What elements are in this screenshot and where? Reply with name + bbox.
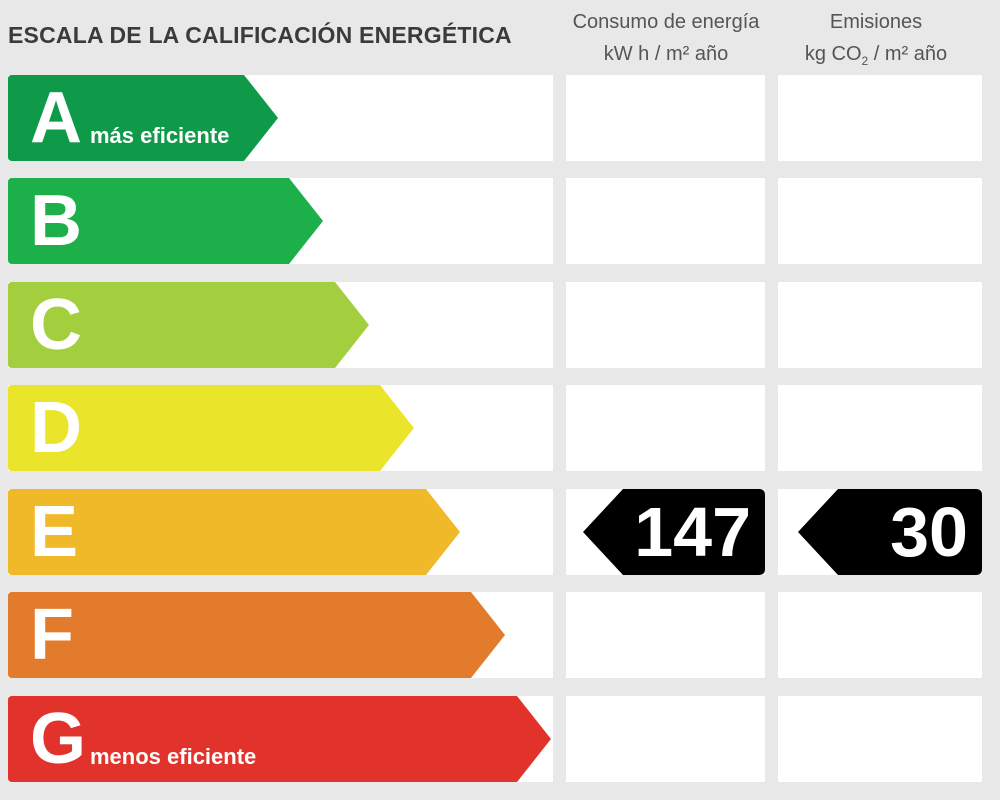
rating-row-c: C xyxy=(8,282,982,368)
emisiones-unit-pre: kg CO xyxy=(804,43,862,65)
rating-lane: E xyxy=(8,489,553,575)
emisiones-cell xyxy=(778,75,982,161)
rating-arrow-shape xyxy=(8,385,414,471)
rating-letter: A xyxy=(30,78,82,158)
consumo-header-title: Consumo de energía xyxy=(572,11,760,33)
rating-note: más eficiente xyxy=(90,123,230,148)
emisiones-unit-sub: 2 xyxy=(861,54,869,68)
page-title: ESCALA DE LA CALIFICACIÓN ENERGÉTICA xyxy=(8,22,512,48)
emisiones-value-badge: 30 xyxy=(798,489,982,575)
rating-arrow-shape xyxy=(8,282,369,368)
rating-letter: F xyxy=(30,595,74,675)
rating-row-d: D xyxy=(8,385,982,471)
emisiones-cell xyxy=(778,696,982,782)
consumo-cell xyxy=(566,178,765,264)
emisiones-header: Emisiones kg CO2 / m² año xyxy=(776,6,976,77)
rating-bar-d: D xyxy=(8,385,414,471)
rating-bar-f: F xyxy=(8,592,505,678)
rating-bar-e: E xyxy=(8,489,460,575)
rating-letter: B xyxy=(30,181,82,261)
rating-letter: D xyxy=(30,388,82,468)
emisiones-header-unit: kg CO2 / m² año xyxy=(776,38,976,77)
emisiones-cell xyxy=(778,178,982,264)
emisiones-unit-post: / m² año xyxy=(868,43,948,65)
emisiones-cell xyxy=(778,592,982,678)
rating-arrow-shape xyxy=(8,75,278,161)
emisiones-cell: 30 xyxy=(778,489,982,575)
consumo-cell xyxy=(566,592,765,678)
consumo-header-unit: kW h / m² año xyxy=(603,43,729,65)
rating-bar-b: B xyxy=(8,178,323,264)
consumo-value-badge: 147 xyxy=(583,489,765,575)
rating-arrow-shape xyxy=(8,489,460,575)
consumo-cell: 147 xyxy=(566,489,765,575)
rating-lane: C xyxy=(8,282,553,368)
rating-arrow-shape xyxy=(8,696,551,782)
rating-lane: B xyxy=(8,178,553,264)
emisiones-value: 30 xyxy=(890,493,968,571)
rating-arrow-shape xyxy=(8,178,323,264)
rating-bar-c: C xyxy=(8,282,369,368)
rating-row-f: F xyxy=(8,592,982,678)
rating-row-b: B xyxy=(8,178,982,264)
consumo-cell xyxy=(566,696,765,782)
consumo-header: Consumo de energía kW h / m² año xyxy=(556,6,776,70)
consumo-cell xyxy=(566,385,765,471)
rating-row-e: E 147 30 xyxy=(8,489,982,575)
rating-letter: C xyxy=(30,285,82,365)
consumo-cell xyxy=(566,75,765,161)
consumo-value: 147 xyxy=(634,493,751,571)
rating-note: menos eficiente xyxy=(90,744,257,769)
rating-arrow-shape xyxy=(8,592,505,678)
rating-lane: D xyxy=(8,385,553,471)
rating-lane: F xyxy=(8,592,553,678)
rating-letter: G xyxy=(30,699,87,779)
emisiones-cell xyxy=(778,385,982,471)
emisiones-header-title: Emisiones xyxy=(829,11,923,33)
rating-letter: E xyxy=(30,492,79,572)
emisiones-cell xyxy=(778,282,982,368)
consumo-cell xyxy=(566,282,765,368)
